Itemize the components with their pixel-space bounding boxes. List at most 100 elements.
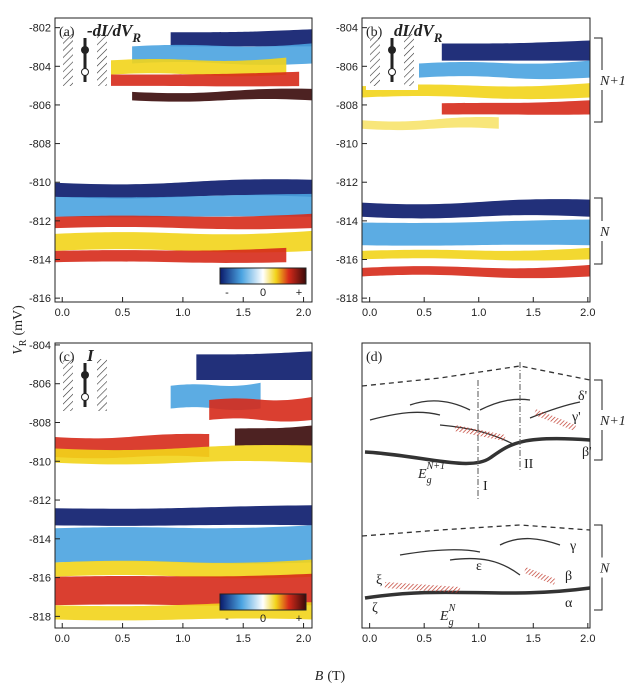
heatmap-band [55, 247, 287, 263]
title-sub: R [131, 30, 141, 45]
schematic-curve [364, 586, 591, 600]
annotation: β' [582, 445, 592, 460]
label-base: B [315, 669, 324, 684]
y-tick-label: -812 [29, 216, 51, 228]
hatched-segment [454, 425, 506, 441]
x-tick-label: 1.0 [175, 633, 190, 645]
y-tick-label: -808 [29, 139, 51, 151]
inset-wall [404, 34, 414, 86]
heatmap-band [234, 425, 312, 446]
y-tick-label: -814 [336, 216, 358, 228]
y-tick-label: -806 [29, 100, 51, 112]
y-tick-label: -802 [29, 23, 51, 35]
x-tick-label: 1.5 [236, 307, 251, 319]
y-tick-label: -804 [336, 23, 358, 35]
heatmap-band [55, 445, 312, 465]
heatmap-band [106, 57, 287, 77]
y-tick-label: -816 [29, 293, 51, 305]
gap-base: E [417, 467, 427, 482]
panel-title: I [86, 346, 95, 365]
bracket-label: N+1 [599, 414, 626, 429]
x-tick-label: 1.0 [175, 307, 190, 319]
gap-sub: g [449, 617, 454, 628]
heatmap-band [209, 397, 312, 422]
y-tick-label: -808 [29, 417, 51, 429]
panel-label: (a) [59, 25, 75, 40]
annotation: γ' [571, 410, 581, 425]
heatmap-band [196, 351, 312, 381]
bracket-label: N [599, 225, 610, 240]
inset-dot [81, 371, 89, 379]
colorbar [219, 593, 307, 611]
heatmap-band [362, 199, 590, 219]
bracket [594, 37, 603, 123]
x-tick-label: 1.0 [471, 633, 486, 645]
colorbar-label: 0 [260, 287, 266, 299]
label-unit: (T) [327, 669, 345, 684]
colorbar-label: + [296, 613, 302, 625]
y-tick-label: -812 [29, 495, 51, 507]
gap-base: E [439, 609, 449, 624]
y-tick-label: -804 [29, 61, 51, 73]
label-sub: R [18, 339, 29, 346]
inset-wall [97, 359, 107, 411]
gap-sup: N [448, 603, 457, 614]
inset-wall [370, 34, 380, 86]
annotation: ε [476, 559, 482, 574]
hatched-segment [533, 409, 577, 431]
annotation: γ [569, 539, 576, 554]
y-tick-label: -810 [336, 139, 358, 151]
annotation: II [524, 457, 534, 472]
schematic-curve [529, 401, 581, 419]
x-tick-label: 0.5 [417, 633, 432, 645]
label-unit: (mV) [11, 305, 26, 336]
heatmap-band [362, 247, 590, 261]
heatmap-band [55, 193, 312, 218]
inset-wall [97, 34, 107, 86]
x-tick-label: 0.0 [362, 307, 377, 319]
bracket-label: N+1 [599, 74, 626, 89]
x-tick-label: 1.5 [526, 307, 541, 319]
x-tick-label: 1.0 [471, 307, 486, 319]
y-tick-label: -804 [29, 340, 51, 352]
colorbar-label: - [225, 613, 229, 625]
y-tick-label: -818 [29, 611, 51, 623]
x-axis-label: B (T) [315, 669, 346, 684]
x-tick-label: 0.5 [115, 633, 130, 645]
y-tick-label: -818 [336, 293, 358, 305]
annotation: ζ [372, 601, 378, 616]
annotation: ξ [376, 573, 382, 588]
inset-dot [81, 393, 89, 401]
colorbar [219, 267, 307, 285]
y-tick-label: -806 [336, 61, 358, 73]
title-base: -dI/dV [87, 21, 134, 40]
inset-dot [388, 68, 396, 76]
y-tick-label: -816 [336, 254, 358, 266]
x-tick-label: 0.0 [362, 633, 377, 645]
panel-title: -dI/dVR [87, 21, 141, 45]
colorbar-label: + [296, 287, 302, 299]
gap-sup: N+1 [426, 461, 445, 472]
frame [361, 342, 591, 629]
heatmap-band [441, 100, 590, 115]
y-tick-label: -812 [336, 177, 358, 189]
schematic-curve [361, 524, 591, 537]
inset-wall [63, 359, 73, 411]
schematic-curve [369, 411, 441, 421]
panel-label: (c) [59, 350, 75, 365]
inset-dot [81, 46, 89, 54]
gap-label: Eg N+1 [417, 461, 445, 486]
heatmap-band [362, 83, 590, 100]
schematic-curve [479, 398, 531, 411]
panel: 0.0 0.5 1.0 1.5 2.0 -804 -806 -808 -810 -812 -814 -… [336, 17, 626, 319]
y-tick-label: -808 [336, 100, 358, 112]
x-tick-label: 0.5 [417, 307, 432, 319]
heatmap-band [55, 213, 312, 230]
inset-dot [81, 68, 89, 76]
inset-wall [63, 34, 73, 86]
heatmap-band [132, 88, 312, 102]
gap-label: EgN [439, 603, 457, 628]
y-tick-label: -814 [29, 254, 51, 266]
